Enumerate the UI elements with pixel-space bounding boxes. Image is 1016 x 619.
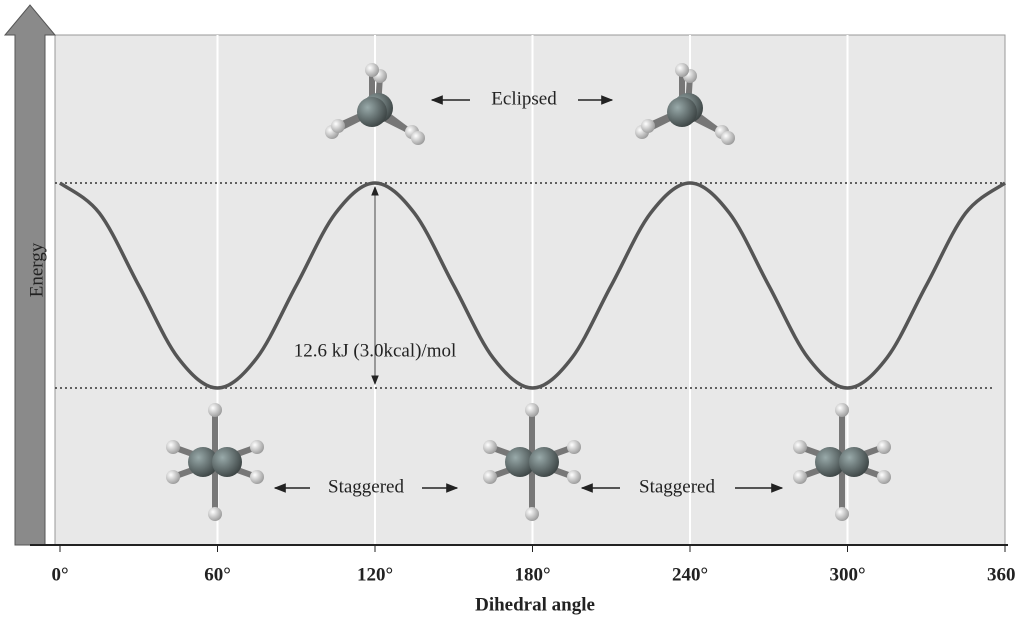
- eclipsed-label: Eclipsed: [491, 88, 557, 109]
- x-tick-label: 0°: [51, 564, 68, 585]
- y-axis-label: Energy: [26, 242, 47, 297]
- x-tick-label: 180°: [514, 564, 550, 585]
- plot: 12.6 kJ (3.0kcal)/mol: [55, 181, 1007, 390]
- staggered-label: Staggered: [639, 476, 715, 497]
- annotation: 12.6 kJ (3.0kcal)/mol: [294, 340, 457, 361]
- x-tick-label: 120°: [357, 564, 393, 585]
- x-tick-label: 60°: [204, 564, 231, 585]
- x-tick-label: 360°: [987, 564, 1016, 585]
- energy-arrow: [3, 4, 57, 546]
- x-tick-label: 240°: [672, 564, 708, 585]
- staggered-label: Staggered: [328, 476, 404, 497]
- x-tick-label: 300°: [829, 564, 865, 585]
- energy-curve: [58, 181, 1007, 390]
- x-axis-label: Dihedral angle: [475, 594, 595, 615]
